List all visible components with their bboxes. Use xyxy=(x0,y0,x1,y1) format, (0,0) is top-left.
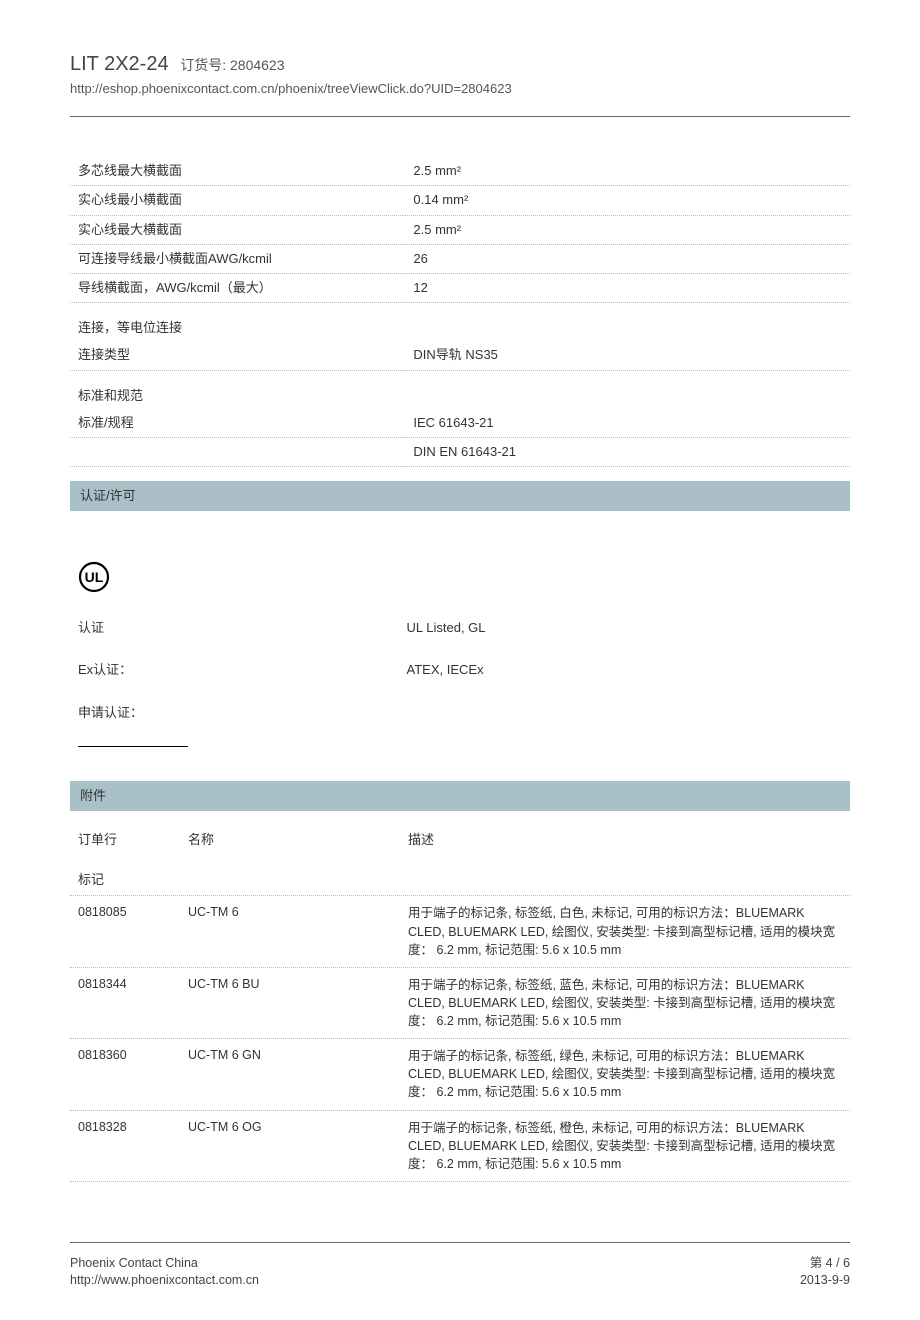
footer-rule xyxy=(70,1242,850,1243)
spec-table: 多芯线最大横截面2.5 mm²实心线最小横截面0.14 mm²实心线最大横截面2… xyxy=(70,157,850,303)
accessory-row: 0818360UC-TM 6 GN用于端子的标记条, 标签纸, 绿色, 未标记,… xyxy=(70,1039,850,1110)
accessory-desc: 用于端子的标记条, 标签纸, 绿色, 未标记, 可用的标识方法：BLUEMARK… xyxy=(408,1047,842,1101)
approval-value: UL Listed, GL xyxy=(407,619,486,637)
page-footer: Phoenix Contact China http://www.phoenix… xyxy=(70,1255,850,1290)
order-number-label: 订货号: 2804623 xyxy=(180,57,284,73)
footer-page: 第 4 / 6 xyxy=(800,1255,850,1273)
product-name: LIT 2X2-24 xyxy=(70,53,169,75)
standards-value: DIN EN 61643-21 xyxy=(405,437,850,466)
ul-logo-icon: UL xyxy=(78,561,842,593)
accessory-order: 0818085 xyxy=(78,904,188,958)
spec-label: 可连接导线最小横截面AWG/kcmil xyxy=(70,244,405,273)
product-url: http://eshop.phoenixcontact.com.cn/phoen… xyxy=(70,80,850,98)
footer-left: Phoenix Contact China http://www.phoenix… xyxy=(70,1255,259,1290)
accessory-row: 0818344UC-TM 6 BU用于端子的标记条, 标签纸, 蓝色, 未标记,… xyxy=(70,968,850,1039)
standards-label: 标准/规程 xyxy=(70,409,405,438)
accessory-order: 0818328 xyxy=(78,1119,188,1173)
accessory-desc: 用于端子的标记条, 标签纸, 橙色, 未标记, 可用的标识方法：BLUEMARK… xyxy=(408,1119,842,1173)
acc-header-name: 名称 xyxy=(188,831,408,849)
accessory-order: 0818360 xyxy=(78,1047,188,1101)
standards-value: IEC 61643-21 xyxy=(405,409,850,438)
spec-label: 导线横截面，AWG/kcmil（最大） xyxy=(70,273,405,302)
accessory-row: 0818328UC-TM 6 OG用于端子的标记条, 标签纸, 橙色, 未标记,… xyxy=(70,1111,850,1182)
footer-date: 2013-9-9 xyxy=(800,1272,850,1290)
approval-label: Ex认证： xyxy=(78,661,407,679)
acc-header-order: 订单行 xyxy=(78,831,188,849)
connection-row: 连接类型DIN导轨 NS35 xyxy=(70,341,850,370)
accessories-category: 标记 xyxy=(70,859,850,896)
accessory-name: UC-TM 6 BU xyxy=(188,976,408,1030)
page: LIT 2X2-24 订货号: 2804623 http://eshop.pho… xyxy=(0,0,920,1320)
approvals-block: UL 认证UL Listed, GL Ex认证：ATEX, IECEx 申请认证： xyxy=(70,511,850,757)
accessory-name: UC-TM 6 GN xyxy=(188,1047,408,1101)
footer-right: 第 4 / 6 2013-9-9 xyxy=(800,1255,850,1290)
spec-value: 2.5 mm² xyxy=(405,157,850,186)
connection-table: 连接类型DIN导轨 NS35 xyxy=(70,341,850,370)
spec-label: 多芯线最大横截面 xyxy=(70,157,405,186)
title-line: LIT 2X2-24 订货号: 2804623 xyxy=(70,50,850,78)
header-rule xyxy=(70,116,850,117)
approval-row: 申请认证： xyxy=(78,704,842,722)
footer-site: http://www.phoenixcontact.com.cn xyxy=(70,1272,259,1290)
short-rule xyxy=(78,746,188,747)
approval-value: ATEX, IECEx xyxy=(407,661,484,679)
acc-header-desc: 描述 xyxy=(408,831,842,849)
accessory-name: UC-TM 6 xyxy=(188,904,408,958)
standards-label xyxy=(70,437,405,466)
approval-row: Ex认证：ATEX, IECEx xyxy=(78,661,842,679)
footer-company: Phoenix Contact China xyxy=(70,1255,259,1273)
spec-value: 0.14 mm² xyxy=(405,186,850,215)
spec-row: 导线横截面，AWG/kcmil（最大）12 xyxy=(70,273,850,302)
spec-label: 实心线最大横截面 xyxy=(70,215,405,244)
accessory-order: 0818344 xyxy=(78,976,188,1030)
standards-row: 标准/规程IEC 61643-21 xyxy=(70,409,850,438)
connection-section-title: 连接，等电位连接 xyxy=(70,303,850,341)
approvals-band: 认证/许可 xyxy=(70,481,850,511)
approval-label: 认证 xyxy=(78,619,407,637)
spec-row: 多芯线最大横截面2.5 mm² xyxy=(70,157,850,186)
accessory-desc: 用于端子的标记条, 标签纸, 蓝色, 未标记, 可用的标识方法：BLUEMARK… xyxy=(408,976,842,1030)
spec-label: 实心线最小横截面 xyxy=(70,186,405,215)
spec-row: 实心线最大横截面2.5 mm² xyxy=(70,215,850,244)
accessory-desc: 用于端子的标记条, 标签纸, 白色, 未标记, 可用的标识方法：BLUEMARK… xyxy=(408,904,842,958)
svg-text:UL: UL xyxy=(85,569,104,585)
accessories-rows: 0818085UC-TM 6用于端子的标记条, 标签纸, 白色, 未标记, 可用… xyxy=(70,896,850,1182)
connection-label: 连接类型 xyxy=(70,341,405,370)
accessories-band: 附件 xyxy=(70,781,850,811)
accessory-row: 0818085UC-TM 6用于端子的标记条, 标签纸, 白色, 未标记, 可用… xyxy=(70,896,850,967)
approval-row: 认证UL Listed, GL xyxy=(78,619,842,637)
spec-row: 实心线最小横截面0.14 mm² xyxy=(70,186,850,215)
approval-label: 申请认证： xyxy=(78,704,407,722)
spec-value: 2.5 mm² xyxy=(405,215,850,244)
spec-value: 12 xyxy=(405,273,850,302)
standards-row: DIN EN 61643-21 xyxy=(70,437,850,466)
standards-table: 标准/规程IEC 61643-21DIN EN 61643-21 xyxy=(70,409,850,467)
spec-row: 可连接导线最小横截面AWG/kcmil26 xyxy=(70,244,850,273)
page-header: LIT 2X2-24 订货号: 2804623 http://eshop.pho… xyxy=(70,50,850,98)
standards-section-title: 标准和规范 xyxy=(70,371,850,409)
connection-value: DIN导轨 NS35 xyxy=(405,341,850,370)
accessories-header: 订单行 名称 描述 xyxy=(70,811,850,859)
accessory-name: UC-TM 6 OG xyxy=(188,1119,408,1173)
spec-value: 26 xyxy=(405,244,850,273)
